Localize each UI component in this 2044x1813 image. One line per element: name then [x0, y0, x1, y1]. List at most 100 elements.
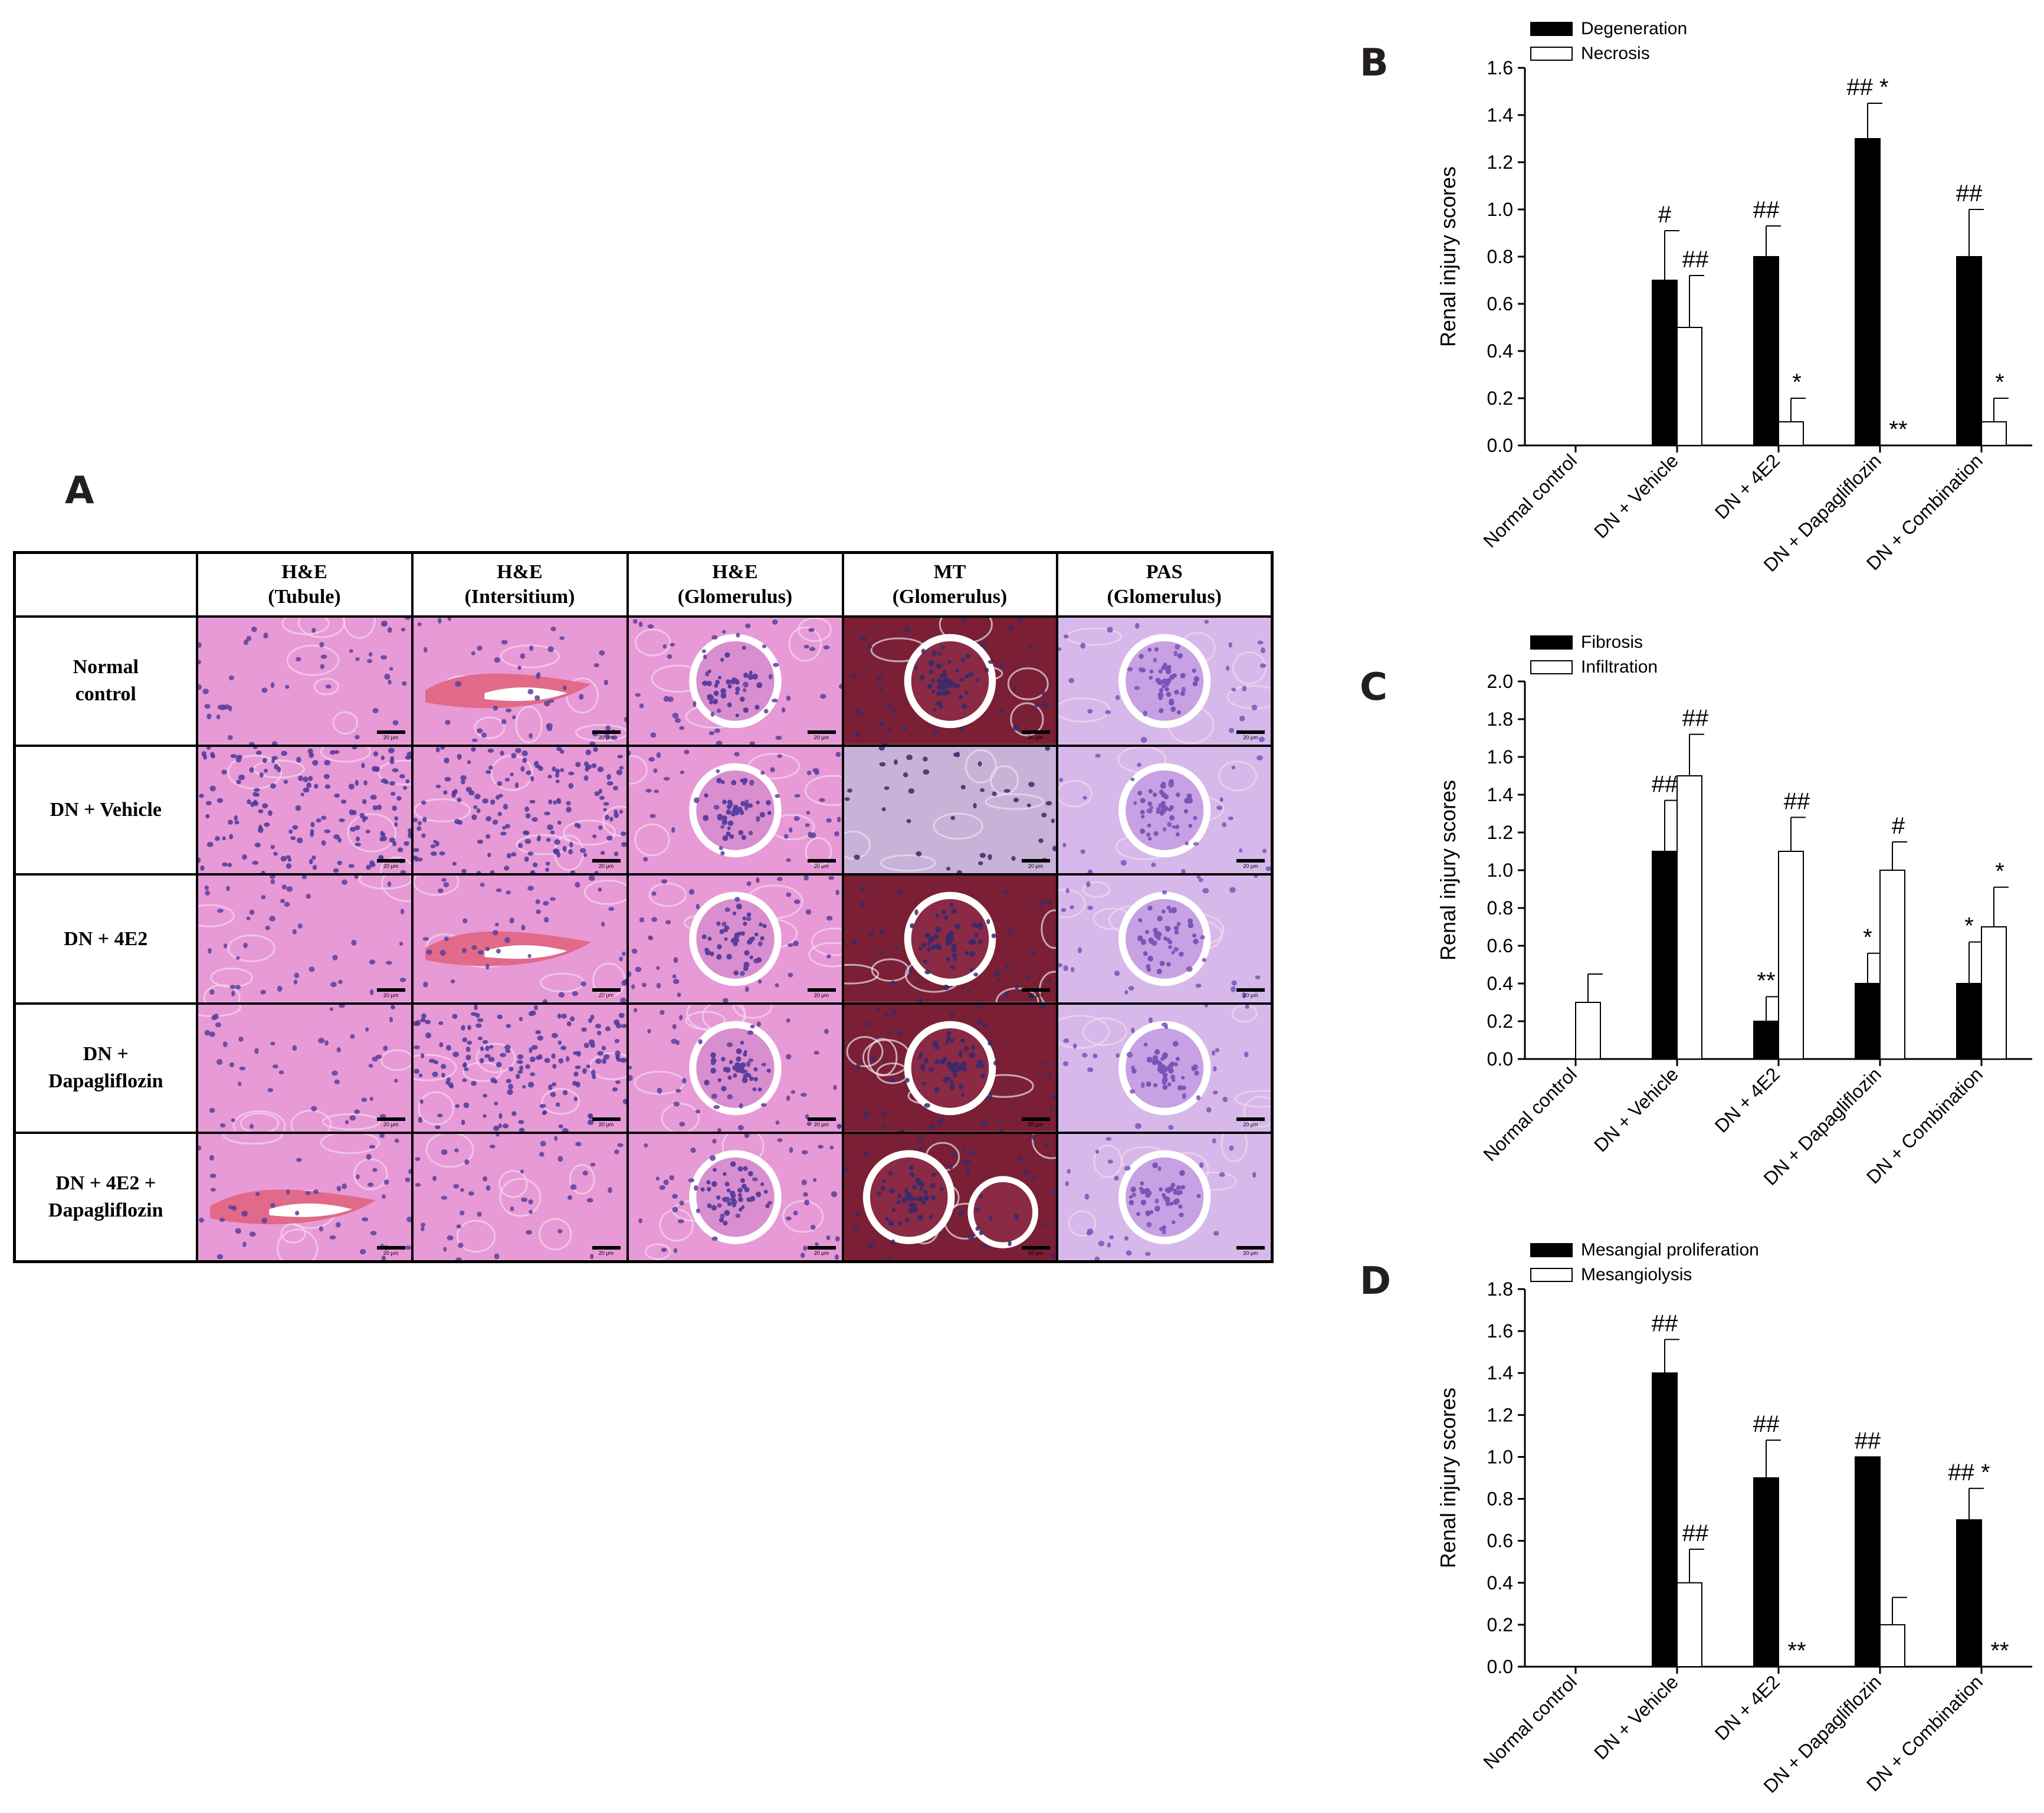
legend-swatch [1530, 47, 1573, 61]
scale-bar: 20 μm [1236, 1117, 1265, 1127]
scale-bar: 20 μm [1021, 1246, 1050, 1256]
scale-bar-label: 20 μm [598, 863, 614, 870]
scale-bar: 20 μm [376, 730, 405, 740]
y-tick-label: 1.4 [1487, 784, 1513, 805]
scale-bar-label: 20 μm [598, 1250, 614, 1256]
scale-bar: 20 μm [1236, 1246, 1265, 1256]
column-header: MT (Glomerulus) [841, 551, 1058, 618]
scale-bar-label: 20 μm [383, 863, 399, 870]
bar [1778, 851, 1804, 1060]
bar [1956, 983, 1982, 1060]
significance-label: ## [1956, 181, 1983, 206]
scale-bar: 20 μm [1236, 988, 1265, 998]
scale-bar-label: 20 μm [813, 1250, 829, 1256]
bar [1879, 1624, 1905, 1668]
bar [1652, 1372, 1678, 1667]
y-tick-label: 0.6 [1487, 935, 1513, 956]
y-tick-label: 0.6 [1487, 293, 1513, 314]
table-row: Normal control 20 μm 20 μm 20 μm 20 μm 2… [13, 615, 1274, 747]
table-row: DN + Dapagliflozin 20 μm 20 μm 20 μm 20 … [13, 1002, 1274, 1134]
legend-swatch [1530, 1268, 1573, 1282]
bar [1981, 421, 2007, 446]
bar-chart-b: 0.0 0.2 0.4 0.6 0.8 1.0 1.2 1.4 1.6 Renal injury … [1436, 19, 2032, 576]
y-tick-label: 1.6 [1487, 57, 1513, 78]
y-tick-label: 1.0 [1487, 860, 1513, 881]
scale-bar: 20 μm [1021, 1117, 1050, 1127]
scale-bar-label: 20 μm [383, 1250, 399, 1256]
significance-label: ** [1990, 1638, 2009, 1664]
scale-bar: 20 μm [592, 988, 621, 998]
significance-label: ** [1757, 968, 1775, 994]
scale-bar-label: 20 μm [1243, 863, 1258, 870]
significance-label: ## * [1846, 74, 1888, 100]
scale-bar: 20 μm [376, 1246, 405, 1256]
legend-label: Fibrosis [1581, 632, 1643, 652]
micrograph: 20 μm [626, 1131, 844, 1263]
y-tick-label: 1.2 [1487, 822, 1513, 843]
significance-label: ** [1787, 1638, 1806, 1664]
scale-bar-label: 20 μm [598, 992, 614, 999]
column-header: H&E (Glomerulus) [626, 551, 844, 618]
scale-bar-label: 20 μm [1243, 992, 1258, 999]
micrograph: 20 μm [626, 744, 844, 876]
y-tick-label: 1.4 [1487, 104, 1513, 126]
micrograph: 20 μm [195, 615, 414, 747]
scale-bar-label: 20 μm [813, 734, 829, 740]
scale-bar-label: 20 μm [1028, 863, 1044, 870]
significance-label: ** [1889, 417, 1907, 442]
bar [1956, 256, 1982, 446]
corner-cell [13, 551, 198, 618]
table-row: DN + 4E2 + Dapagliflozin 20 μm 20 μm 20 … [13, 1131, 1274, 1263]
scale-bar-label: 20 μm [1243, 1121, 1258, 1127]
panel-label-c: C [1360, 665, 1387, 709]
bar [1981, 926, 2007, 1060]
row-label: Normal control [13, 615, 198, 747]
bar [1879, 870, 1905, 1060]
row-label: DN + Dapagliflozin [13, 1002, 198, 1134]
bar [1753, 1477, 1779, 1667]
y-tick-label: 0.0 [1487, 1656, 1513, 1677]
micrograph: 20 μm [1055, 744, 1274, 876]
y-tick-label: 0.4 [1487, 1572, 1513, 1594]
panel-label-a: A [65, 469, 94, 513]
x-tick-label: DN + Vehicle [1590, 450, 1682, 542]
micrograph: 20 μm [1055, 873, 1274, 1005]
scale-bar: 20 μm [592, 1117, 621, 1127]
column-header: H&E (Tubule) [195, 551, 414, 618]
micrograph: 20 μm [626, 1002, 844, 1134]
bar [1676, 775, 1702, 1060]
y-tick-label: 0.6 [1487, 1530, 1513, 1552]
significance-label: ## [1682, 706, 1709, 732]
y-tick-label: 1.2 [1487, 152, 1513, 173]
y-axis-label: Renal injury scores [1436, 780, 1460, 960]
scale-bar-label: 20 μm [383, 1121, 399, 1127]
bar [1676, 327, 1702, 446]
histology-grid: H&E (Tubule) H&E (Intersitium) H&E (Glomeru… [13, 551, 1274, 1263]
scale-bar: 20 μm [376, 859, 405, 870]
scale-bar: 20 μm [807, 859, 836, 869]
y-tick-label: 1.8 [1487, 709, 1513, 730]
bar [1956, 1519, 1982, 1667]
table-row: DN + 4E2 20 μm 20 μm 20 μm 20 μm 20 μm [13, 873, 1274, 1005]
significance-label: * [1863, 924, 1872, 950]
y-tick-label: 1.0 [1487, 1446, 1513, 1467]
scale-bar-label: 20 μm [813, 992, 829, 999]
scale-bar-label: 20 μm [1243, 1250, 1258, 1256]
bar [1778, 421, 1804, 446]
micrograph: 20 μm [195, 1131, 414, 1263]
y-tick-label: 0.8 [1487, 1489, 1513, 1510]
scale-bar-label: 20 μm [383, 992, 399, 999]
bar [1753, 1021, 1779, 1060]
scale-bar: 20 μm [592, 859, 621, 870]
micrograph: 20 μm [411, 873, 629, 1005]
y-tick-label: 0.0 [1487, 1048, 1513, 1070]
y-tick-label: 1.6 [1487, 746, 1513, 768]
legend-label: Necrosis [1581, 44, 1650, 63]
significance-label: ## [1753, 1411, 1780, 1437]
y-axis-label: Renal injury scores [1436, 166, 1460, 347]
micrograph: 20 μm [841, 1131, 1058, 1263]
y-tick-label: 0.2 [1487, 388, 1513, 409]
row-label: DN + 4E2 [13, 873, 198, 1005]
scale-bar: 20 μm [807, 730, 836, 740]
y-tick-label: 1.8 [1487, 1278, 1513, 1300]
